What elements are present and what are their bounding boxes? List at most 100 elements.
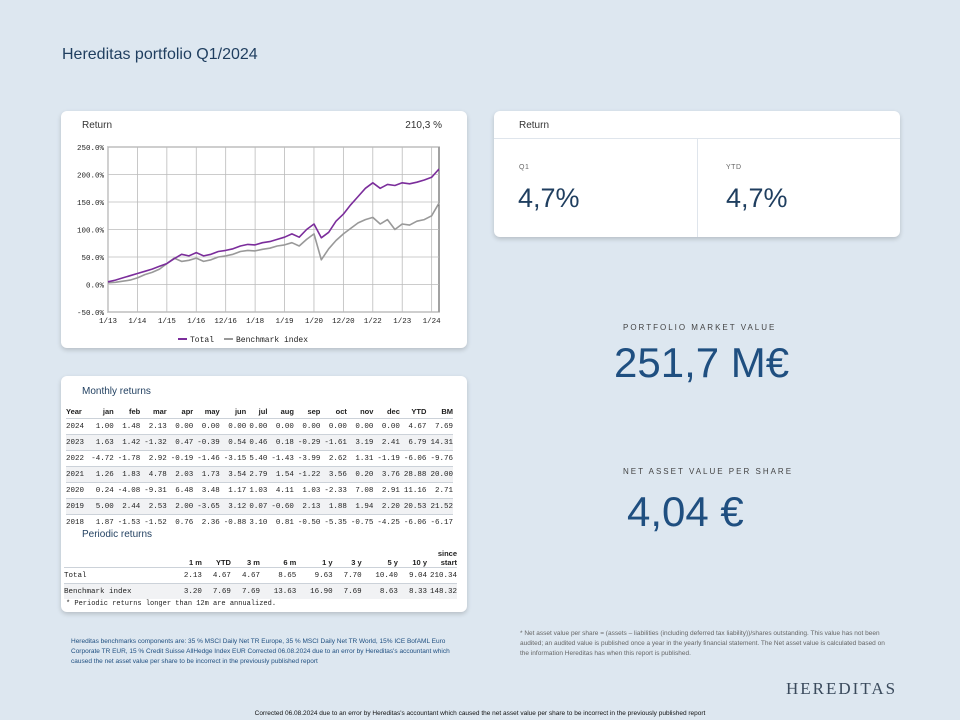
series-line-benchmark-index <box>107 202 440 284</box>
monthly-returns-cell: -1.22 <box>293 466 321 483</box>
monthly-returns-cell: 1.88 <box>320 498 347 515</box>
monthly-returns-header-cell: jul <box>258 406 268 416</box>
monthly-returns-cell: -1.78 <box>113 450 141 467</box>
x-tick-label: 1/24 <box>423 318 442 326</box>
monthly-returns-cell: 6.48 <box>166 482 194 499</box>
market-value-label: PORTFOLIO MARKET VALUE <box>623 323 777 332</box>
monthly-returns-header-cell: mar <box>152 406 167 416</box>
x-tick-label: 1/15 <box>158 318 177 326</box>
monthly-returns-cell: 0.00 <box>193 418 220 435</box>
monthly-returns-cell: 7.08 <box>346 482 374 499</box>
monthly-returns-cell: -1.46 <box>193 450 220 467</box>
monthly-returns-cell: -3.65 <box>193 498 220 515</box>
monthly-returns-cell: 5.00 <box>87 498 114 515</box>
ytd-label: YTD <box>726 164 742 171</box>
series-line-total <box>107 168 440 283</box>
monthly-returns-cell: -4.72 <box>87 450 114 467</box>
monthly-returns-cell: 1.42 <box>113 434 141 451</box>
periodic-returns-header-cell: 3 y <box>351 558 362 567</box>
monthly-returns-cell: 0.00 <box>219 418 247 435</box>
return-line-chart: 250.0%200.0%150.0%100.0%50.0%0.0%-50.0%1… <box>77 145 442 345</box>
monthly-returns-cell: 1.03 <box>246 482 268 499</box>
returns-table-card: Monthly returns Year jan feb mar apr may jun ju… <box>61 376 467 612</box>
monthly-returns-cell: -9.76 <box>426 450 453 467</box>
monthly-returns-cell: -0.29 <box>293 434 321 451</box>
monthly-returns-cell: 0.24 <box>87 482 114 499</box>
monthly-returns-cell: 20.00 <box>426 466 453 483</box>
monthly-returns-cell: -3.99 <box>293 450 321 467</box>
monthly-returns-cell: -1.32 <box>140 434 167 451</box>
x-tick-label: 1/18 <box>246 318 264 326</box>
monthly-returns-cell: 2.20 <box>373 498 400 515</box>
monthly-returns-cell: 2.71 <box>426 482 453 499</box>
monthly-returns-row: 2024 1.00 1.48 2.13 0.00 0.00 0.00 0.00 0.00 0.00… <box>66 418 453 435</box>
monthly-returns-cell: 1.03 <box>293 482 321 499</box>
x-tick-label: 1/19 <box>276 318 294 326</box>
monthly-returns-cell: -6.06 <box>399 514 427 530</box>
return-chart-card: Return 210,3 % 250.0% 200.0% 150.0% 100.0% 5… <box>61 111 467 348</box>
periodic-returns-header-cell: 3 m <box>247 558 260 567</box>
q1-value: 4,7% <box>518 183 580 213</box>
monthly-returns-header-cell: may <box>204 406 220 416</box>
monthly-returns-cell: 3.56 <box>320 466 347 483</box>
periodic-returns-cell: 4.67 <box>230 567 260 584</box>
monthly-returns-cell: -0.88 <box>219 514 247 530</box>
monthly-returns-header-cell: dec <box>386 406 400 416</box>
x-tick-label: 1/16 <box>187 318 206 326</box>
y-tick-label: 250.0% <box>77 145 105 153</box>
x-tick-label: 1/13 <box>99 318 118 326</box>
hereditas-logo: HEREDITAS <box>786 679 898 698</box>
monthly-returns-cell: 14.31 <box>426 434 453 451</box>
periodic-returns-cell: 148.32 <box>427 583 457 599</box>
monthly-returns-cell: 1.48 <box>113 418 141 435</box>
x-tick-label: 1/22 <box>364 318 382 326</box>
monthly-returns-cell: 3.76 <box>373 466 400 483</box>
x-tick-label: 1/23 <box>393 318 412 326</box>
monthly-returns-cell: -0.75 <box>346 514 374 530</box>
monthly-returns-cell: 2019 <box>66 498 88 515</box>
monthly-returns-cell: 1.94 <box>346 498 374 515</box>
monthly-returns-row: 2020 0.24 -4.08 -9.31 6.48 3.48 1.17 1.03 4.11 1.… <box>66 482 453 499</box>
monthly-returns-cell: 2.13 <box>140 418 167 435</box>
periodic-returns-cell: 8.33 <box>397 583 427 599</box>
monthly-returns-cell: 1.73 <box>193 466 220 483</box>
monthly-returns-cell: -0.50 <box>293 514 321 530</box>
monthly-returns-row: 2019 5.00 2.44 2.53 2.00 -3.65 3.12 0.07 -0.60 2.… <box>66 498 453 515</box>
monthly-returns-cell: -0.19 <box>166 450 194 467</box>
monthly-returns-header-cell: YTD <box>411 406 427 416</box>
return-kpi-card: Return Q1 4,7% YTD 4,7% <box>494 111 900 237</box>
monthly-returns-cell: 21.52 <box>426 498 453 515</box>
nav-per-share-value: 4,04 € <box>627 488 744 535</box>
page-title: Hereditas portfolio Q1/2024 <box>62 46 258 63</box>
monthly-returns-cell: 1.87 <box>87 514 114 530</box>
x-tick-label: 1/14 <box>128 318 147 326</box>
monthly-returns-cell: 1.26 <box>87 466 114 483</box>
monthly-returns-cell: 4.11 <box>267 482 294 499</box>
monthly-returns-cell: 0.00 <box>246 418 268 435</box>
monthly-returns-cell: 4.78 <box>140 466 167 483</box>
monthly-returns-cell: 2.03 <box>166 466 194 483</box>
monthly-returns-cell: 0.81 <box>267 514 294 530</box>
monthly-returns-cell: 3.19 <box>346 434 374 451</box>
monthly-returns-cell: 0.07 <box>246 498 268 515</box>
x-tick-label: 12/20 <box>332 318 355 326</box>
correction-note: Corrected 06.08.2024 due to an error by … <box>254 710 706 717</box>
monthly-returns-cell: 2.62 <box>320 450 347 467</box>
monthly-returns-header-cell: jan <box>102 406 114 416</box>
periodic-returns-cell: Benchmark index <box>64 583 173 599</box>
monthly-returns-cell: 2023 <box>66 434 88 451</box>
monthly-returns-cell: 2.53 <box>140 498 167 515</box>
monthly-returns-cell: 0.00 <box>346 418 374 435</box>
monthly-returns-cell: 2022 <box>66 450 88 467</box>
periodic-returns-cell: 7.69 <box>230 583 260 599</box>
monthly-returns-cell: 0.00 <box>293 418 321 435</box>
monthly-returns-cell: 2018 <box>66 514 88 530</box>
monthly-returns-cell: -1.61 <box>320 434 347 451</box>
monthly-returns-header-cell: oct <box>335 406 347 416</box>
periodic-returns-cell: 4.67 <box>201 567 231 584</box>
monthly-returns-table: Year jan feb mar apr may jun jul aug sep oct nov dec… <box>66 404 453 530</box>
monthly-returns-cell: 6.79 <box>399 434 427 451</box>
monthly-returns-cell: 1.83 <box>113 466 141 483</box>
monthly-returns-cell: -1.19 <box>373 450 400 467</box>
periodic-returns-header-cell: 10 y <box>412 558 427 567</box>
